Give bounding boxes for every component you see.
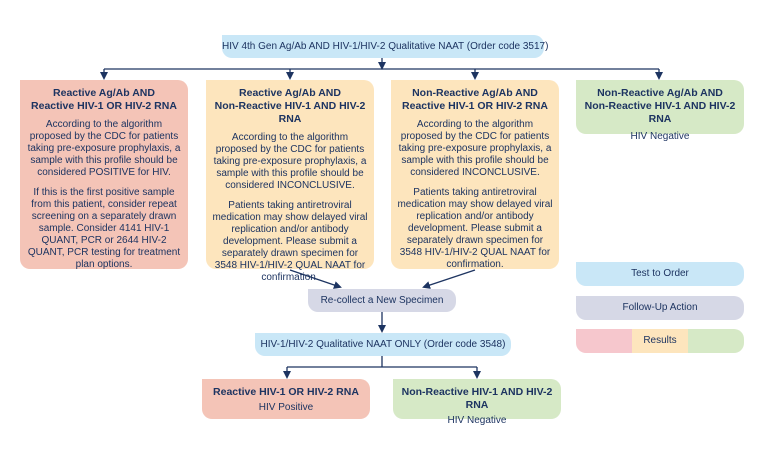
outcome-3-title-line-1: Non-Reactive Ag/Ab AND [412, 87, 538, 99]
outcome-box-reactive-reactive: Reactive Ag/Ab AND Reactive HIV-1 OR HIV… [20, 80, 188, 270]
outcome-3-paragraph-2: Patients taking antiretroviral medicatio… [397, 187, 553, 270]
naat-test-box: HIV-1/HIV-2 Qualitative NAAT ONLY (Order… [255, 333, 511, 356]
final-negative-text: HIV Negative [447, 415, 507, 426]
outcome-4-result: HIV Negative [630, 131, 690, 142]
connector-outcome-2-to-recollect [289, 269, 342, 289]
naat-test-label: HIV-1/HIV-2 Qualitative NAAT ONLY (Order… [260, 339, 506, 350]
outcome-4-title-line-1: Non-Reactive Ag/Ab AND [597, 87, 723, 99]
connector-outcome-3-to-recollect [422, 269, 476, 289]
final-negative-title: Non-Reactive HIV-1 AND HIV-2 RNA [401, 386, 553, 411]
final-positive-text: HIV Positive [258, 402, 314, 413]
final-result-positive-box: Reactive HIV-1 OR HIV-2 RNA HIV Positive [202, 379, 370, 419]
outcome-1-title-line-2: Reactive HIV-1 OR HIV-2 RNA [31, 100, 177, 112]
outcome-2-paragraph-1: According to the algorithm proposed by t… [213, 132, 367, 191]
outcome-1-title-line-1: Reactive Ag/Ab AND [53, 87, 155, 99]
outcome-box-nonreactive-reactive: Non-Reactive Ag/Ab AND Reactive HIV-1 OR… [391, 80, 559, 270]
outcome-1-paragraph-2: If this is the first positive sample fro… [27, 187, 181, 270]
outcome-2-paragraph-2: Patients taking antiretroviral medicatio… [212, 200, 368, 283]
initial-test-label: HIV 4th Gen Ag/Ab AND HIV-1/HIV-2 Qualit… [222, 41, 549, 52]
legend-followup-label: Follow-Up Action [622, 302, 698, 313]
outcome-1-paragraph-1: According to the algorithm proposed by t… [27, 119, 181, 178]
outcome-box-nonreactive-nonreactive: Non-Reactive Ag/Ab AND Non-Reactive HIV-… [576, 80, 744, 142]
recollect-box: Re-collect a New Specimen [308, 289, 456, 312]
recollect-label: Re-collect a New Specimen [320, 295, 444, 306]
final-positive-title: Reactive HIV-1 OR HIV-2 RNA [213, 386, 359, 398]
initial-test-box: HIV 4th Gen Ag/Ab AND HIV-1/HIV-2 Qualit… [222, 35, 548, 58]
outcome-2-title-line-2: Non-Reactive HIV-1 AND HIV-2 RNA [214, 100, 366, 125]
outcome-3-paragraph-1: According to the algorithm proposed by t… [398, 119, 552, 178]
legend-test-label: Test to Order [631, 268, 689, 279]
legend-results-label: Results [643, 335, 677, 346]
outcome-3-title-line-2: Reactive HIV-1 OR HIV-2 RNA [402, 100, 548, 112]
legend-results-swatch-inconclusive: Results [632, 329, 688, 353]
legend-results: Results [576, 329, 744, 353]
legend-follow-up-action: Follow-Up Action [576, 296, 744, 320]
legend-test-to-order: Test to Order [576, 262, 744, 286]
final-result-negative-box: Non-Reactive HIV-1 AND HIV-2 RNA HIV Neg… [393, 379, 561, 426]
outcome-2-title-line-1: Reactive Ag/Ab AND [239, 87, 341, 99]
legend-results-swatch-negative [688, 329, 744, 353]
outcome-4-title-line-2: Non-Reactive HIV-1 AND HIV-2 RNA [584, 100, 736, 125]
legend-results-swatch-positive [576, 329, 632, 353]
outcome-box-reactive-nonreactive: Reactive Ag/Ab AND Non-Reactive HIV-1 AN… [206, 80, 374, 283]
